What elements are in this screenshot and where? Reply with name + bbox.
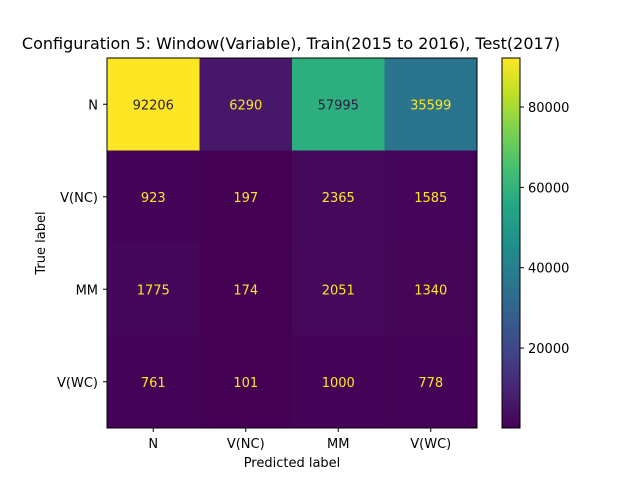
y-tick-label: V(WC) (57, 376, 98, 391)
y-axis-label: True label (34, 211, 49, 275)
cell-value-label: 761 (141, 376, 166, 391)
cell-value-label: 1000 (322, 376, 355, 391)
cell-value-label: 35599 (410, 98, 451, 113)
cell-value-label: 2051 (322, 283, 355, 298)
cell-value-label: 197 (233, 191, 258, 206)
x-axis-ticks: N V(NC) MM V(WC) (148, 428, 451, 452)
cell-value-label: 6290 (229, 98, 262, 113)
matrix-cell (107, 335, 200, 429)
x-tick-label: N (148, 437, 158, 452)
matrix-cell (199, 58, 293, 151)
cell-value-label: 57995 (318, 98, 359, 113)
matrix-cell (107, 58, 200, 151)
cell-value-label: 101 (233, 376, 258, 391)
colorbar-tick-label: 60000 (528, 181, 569, 196)
cell-value-label: 1340 (414, 283, 447, 298)
colorbar-tick-label: 80000 (528, 101, 569, 116)
cell-value-label: 92206 (133, 98, 174, 113)
x-tick-label: MM (327, 437, 349, 452)
matrix-cell (199, 243, 293, 336)
matrix-cell (107, 150, 200, 244)
cell-value-label: 923 (141, 191, 166, 206)
x-axis-label: Predicted label (244, 456, 341, 471)
matrix-cell (384, 58, 478, 151)
colorbar (501, 57, 521, 429)
matrix-cell (199, 335, 293, 429)
matrix-frame (106, 57, 478, 429)
matrix-cells: 92206 6290 57995 35599 923 197 2365 1585 1775 174… (107, 58, 478, 429)
y-tick-label: V(NC) (60, 191, 98, 206)
matrix-cell (292, 58, 385, 151)
y-tick-label: MM (76, 283, 98, 298)
matrix-cell (107, 243, 200, 336)
matrix-cell (384, 335, 478, 429)
matrix-cell (384, 150, 478, 244)
cell-value-label: 1585 (414, 191, 447, 206)
y-tick-label: N (88, 98, 98, 113)
x-tick-label: V(WC) (410, 437, 451, 452)
colorbar-tick-label: 20000 (528, 342, 569, 357)
y-axis-ticks: N V(NC) MM V(WC) (57, 98, 107, 391)
matrix-cell (292, 243, 385, 336)
x-tick-label: V(NC) (227, 437, 265, 452)
colorbar-ticks: 20000 40000 60000 80000 (520, 101, 569, 357)
chart-title: Configuration 5: Window(Variable), Train… (22, 34, 560, 53)
matrix-cell (292, 335, 385, 429)
cell-value-label: 174 (233, 283, 258, 298)
matrix-cell (199, 150, 293, 244)
cell-value-label: 778 (418, 376, 443, 391)
cell-value-label: 2365 (322, 191, 355, 206)
colorbar-tick-label: 40000 (528, 262, 569, 277)
matrix-cell (292, 150, 385, 244)
cell-value-label: 1775 (137, 283, 170, 298)
matrix-cell (384, 243, 478, 336)
